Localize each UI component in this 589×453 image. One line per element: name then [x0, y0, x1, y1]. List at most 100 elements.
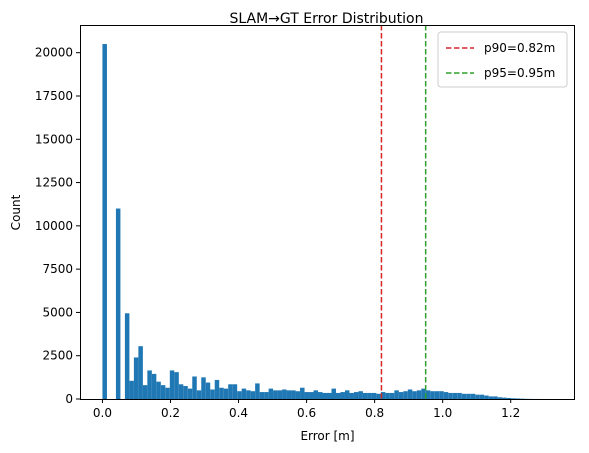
histogram-bar: [412, 391, 417, 399]
histogram-bar: [160, 385, 166, 399]
histogram-bar: [133, 357, 139, 399]
legend: p90=0.82m p95=0.95m: [437, 31, 568, 88]
histogram-bar: [115, 208, 121, 399]
histogram-bar: [196, 390, 202, 399]
x-axis-label: Error [m]: [300, 429, 354, 443]
histogram-bar: [488, 396, 494, 399]
histogram-bar: [371, 392, 377, 399]
histogram-bar: [268, 388, 274, 399]
histogram-bar: [358, 391, 363, 399]
histogram-bar: [102, 44, 107, 399]
histogram-bar: [318, 392, 323, 399]
y-tick-label: 2500: [42, 349, 73, 363]
histogram-bar: [389, 392, 395, 399]
histogram-bar: [367, 392, 372, 399]
histogram-bar: [237, 391, 242, 399]
histogram-bar: [331, 388, 336, 399]
histogram-bar: [309, 392, 314, 399]
histogram-bar: [291, 390, 296, 399]
histogram-bar: [452, 392, 458, 399]
histogram-bar: [219, 387, 224, 399]
histogram-bar: [210, 389, 215, 399]
histogram-bar: [138, 346, 143, 399]
histogram-bar: [246, 390, 251, 399]
histogram-bar: [142, 385, 148, 399]
histogram-bar: [223, 388, 229, 399]
histogram-bar: [376, 393, 381, 399]
histogram-bar: [398, 392, 404, 399]
histogram-bar: [443, 392, 449, 399]
y-axis-label: Count: [9, 194, 23, 230]
x-tick-label: 0.2: [161, 406, 180, 420]
y-tick-label: 0: [65, 392, 73, 406]
histogram-bar: [282, 389, 287, 399]
histogram-bar: [484, 395, 489, 399]
histogram-bar: [322, 392, 327, 399]
histogram-bar: [434, 391, 440, 399]
x-axis-ticks: 0.0 0.2 0.4 0.6 0.8 1.0 1.2: [93, 399, 520, 420]
histogram-bar: [259, 392, 265, 399]
histogram-bar: [362, 392, 368, 399]
histogram-bars: [102, 44, 552, 399]
histogram-bar: [457, 392, 462, 399]
histogram-bar: [353, 392, 359, 399]
histogram-bar: [461, 393, 467, 399]
histogram-bar: [327, 392, 332, 399]
histogram-bar: [425, 390, 431, 399]
histogram-bar: [147, 370, 152, 399]
x-tick-label: 0.0: [93, 406, 112, 420]
y-tick-label: 20000: [35, 46, 73, 60]
histogram-bar: [502, 397, 507, 399]
histogram-bar: [479, 394, 485, 399]
histogram-bar: [439, 391, 444, 399]
histogram-bar: [273, 390, 278, 399]
histogram-bar: [380, 392, 386, 399]
x-tick-label: 1.2: [501, 406, 520, 420]
histogram-bar: [255, 383, 260, 399]
histogram-bar: [394, 390, 399, 399]
percentile-lines: [380, 25, 427, 399]
histogram-bar: [430, 391, 435, 399]
histogram-bar: [470, 393, 476, 399]
histogram-bar: [201, 377, 206, 399]
histogram-bar: [466, 393, 471, 399]
histogram-bar: [295, 391, 301, 399]
histogram-bar: [241, 388, 247, 399]
histogram-bar: [129, 380, 134, 399]
histogram-bar: [250, 391, 256, 399]
y-axis-ticks: 0 2500 5000 7500 10000 12500 15000 17500 20000: [35, 46, 80, 406]
histogram-bar: [300, 387, 305, 399]
histogram-bar: [264, 392, 269, 399]
histogram-bar: [349, 392, 354, 399]
histogram-bar: [407, 389, 413, 399]
histogram-bar: [344, 390, 350, 399]
histogram-bar: [286, 390, 292, 399]
plot-frame: [80, 25, 575, 400]
histogram-bar: [335, 392, 341, 399]
y-tick-label: 10000: [35, 219, 73, 233]
legend-label-p95: p95=0.95m: [484, 66, 555, 80]
histogram-bar: [403, 391, 408, 399]
x-tick-label: 1.0: [433, 406, 452, 420]
histogram-bar: [232, 384, 238, 399]
histogram-bar: [340, 392, 345, 399]
y-tick-label: 5000: [42, 305, 73, 319]
histogram-bar: [174, 372, 179, 399]
histogram-bar: [192, 376, 197, 399]
histogram-bar: [416, 390, 422, 399]
y-tick-label: 17500: [35, 89, 73, 103]
histogram-bar: [165, 387, 170, 399]
histogram-bar: [228, 384, 233, 399]
y-tick-label: 7500: [42, 262, 73, 276]
histogram-bar: [304, 392, 310, 399]
histogram-bar: [178, 384, 184, 399]
histogram-bar: [421, 388, 426, 399]
legend-label-p90: p90=0.82m: [484, 41, 555, 55]
histogram-bar: [169, 370, 175, 399]
histogram-bar: [385, 392, 390, 399]
histogram-bar: [448, 392, 453, 399]
histogram-bar: [205, 382, 211, 399]
histogram-bar: [124, 313, 130, 399]
